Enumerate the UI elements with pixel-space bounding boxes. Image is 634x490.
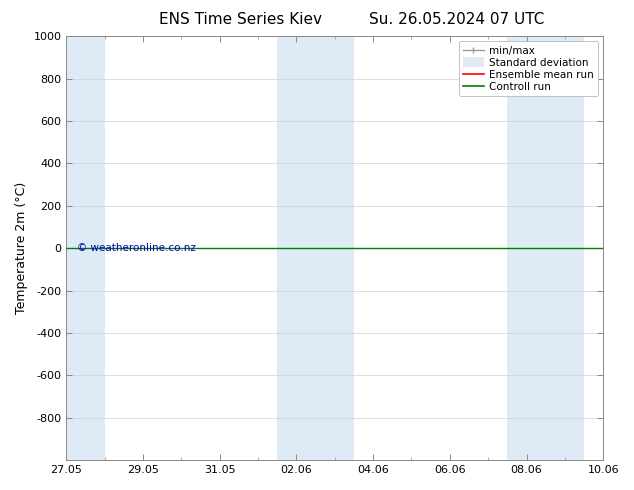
Legend: min/max, Standard deviation, Ensemble mean run, Controll run: min/max, Standard deviation, Ensemble me…: [459, 41, 598, 96]
Text: © weatheronline.co.nz: © weatheronline.co.nz: [77, 243, 196, 253]
Bar: [67, 36, 105, 460]
Bar: [277, 36, 354, 460]
Bar: [507, 36, 584, 460]
Text: Su. 26.05.2024 07 UTC: Su. 26.05.2024 07 UTC: [369, 12, 544, 27]
Text: ENS Time Series Kiev: ENS Time Series Kiev: [159, 12, 323, 27]
Y-axis label: Temperature 2m (°C): Temperature 2m (°C): [15, 182, 28, 314]
